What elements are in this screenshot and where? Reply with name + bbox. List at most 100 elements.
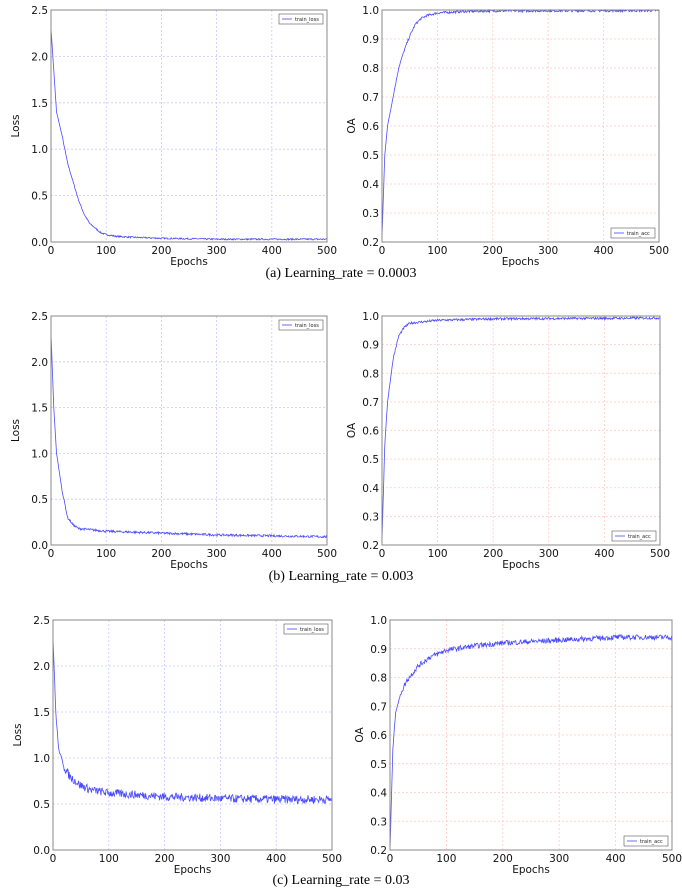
- subplot-c-acc: 0 100 200 300 400 500 0.2 0.3 0.4 0.5 0.6 0.7 0.8 0.9…: [354, 615, 682, 876]
- axes-frame: [52, 619, 333, 851]
- x-axis-label: Epochs: [502, 256, 540, 268]
- x-tick-label: 200: [493, 853, 513, 865]
- y-tick-label: 0.9: [362, 340, 379, 352]
- x-tick-label: 500: [317, 548, 337, 560]
- x-tick-label: 300: [207, 245, 227, 257]
- legend-label: train_acc: [627, 231, 650, 237]
- axes-frame: [381, 315, 661, 546]
- x-tick-label: 200: [155, 853, 175, 865]
- x-tick-label: 100: [428, 548, 448, 560]
- y-tick-label: 2.0: [31, 357, 48, 369]
- x-tick-label: 500: [649, 245, 669, 257]
- x-tick-label: 0: [387, 853, 394, 865]
- legend-label: train_loss: [295, 323, 319, 329]
- x-axis-label: Epochs: [170, 559, 208, 571]
- y-tick-label: 0.9: [362, 34, 379, 46]
- plot-area: [382, 10, 659, 242]
- y-tick-label: 1.0: [362, 5, 379, 17]
- y-tick-label: 0.2: [362, 540, 379, 552]
- y-tick-label: 2.5: [31, 311, 48, 323]
- y-tick-label: 1.0: [33, 753, 50, 765]
- x-tick-label: 400: [266, 853, 286, 865]
- caption-a: (a) Learning_rate = 0.0003: [265, 266, 417, 281]
- x-tick-label: 500: [317, 245, 337, 257]
- y-axis-label: OA: [346, 118, 358, 134]
- legend: train_loss: [283, 623, 329, 635]
- series-line-train_loss: [52, 638, 333, 805]
- y-tick-label: 1.5: [31, 403, 48, 415]
- legend-box: [278, 13, 324, 25]
- caption-b: (b) Learning_rate = 0.003: [268, 569, 414, 584]
- y-axis-label: OA: [346, 422, 358, 438]
- x-tick-label: 400: [594, 245, 614, 257]
- subplot-a-loss: 0 100 200 300 400 500 0.0 0.5 1.0 1.5 2.0 2.5 Epochs…: [10, 5, 337, 268]
- legend: train_loss: [278, 319, 324, 331]
- y-tick-label: 0.5: [31, 494, 48, 506]
- plot-area: [51, 10, 327, 242]
- y-tick-label: 1.0: [362, 311, 379, 323]
- x-tick-label: 0: [48, 548, 55, 560]
- series-line-train_loss: [50, 28, 328, 241]
- x-axis-label: Epochs: [174, 864, 212, 876]
- x-tick-label: 400: [262, 548, 282, 560]
- x-tick-label: 100: [436, 853, 456, 865]
- caption-c: (c) Learning_rate = 0.03: [272, 873, 410, 888]
- y-tick-label: 0.5: [31, 191, 48, 203]
- x-tick-label: 100: [99, 853, 119, 865]
- y-tick-label: 0.8: [370, 673, 387, 685]
- y-tick-label: 2.5: [33, 615, 50, 627]
- x-tick-label: 200: [151, 245, 171, 257]
- x-tick-label: 300: [538, 245, 558, 257]
- x-tick-label: 300: [549, 853, 569, 865]
- y-axis-label: Loss: [12, 723, 24, 746]
- y-tick-label: 1.0: [31, 144, 48, 156]
- y-axis-label: Loss: [10, 114, 22, 137]
- plot-area: [53, 620, 332, 850]
- x-tick-label: 0: [379, 548, 386, 560]
- legend-box: [611, 530, 657, 542]
- series-line-train_loss: [50, 334, 328, 539]
- legend-box: [283, 623, 329, 635]
- y-tick-label: 0.0: [33, 845, 50, 857]
- series-line-train_acc: [381, 315, 661, 540]
- x-tick-label: 200: [483, 245, 503, 257]
- y-tick-label: 0.4: [370, 788, 387, 800]
- legend-label: train_acc: [640, 839, 663, 845]
- y-axis-label: OA: [354, 727, 366, 743]
- legend-label: train_acc: [628, 534, 651, 540]
- y-tick-label: 0.8: [362, 63, 379, 75]
- y-tick-label: 0.2: [362, 237, 379, 249]
- y-tick-label: 0.6: [370, 730, 387, 742]
- x-tick-label: 200: [483, 548, 503, 560]
- y-tick-label: 0.3: [370, 816, 387, 828]
- x-tick-label: 400: [262, 245, 282, 257]
- y-tick-label: 1.0: [31, 448, 48, 460]
- y-tick-label: 0.0: [31, 237, 48, 249]
- legend-label: train_loss: [295, 17, 319, 23]
- series-line-train_acc: [389, 634, 673, 851]
- x-axis-label: Epochs: [502, 559, 540, 571]
- x-tick-label: 0: [379, 245, 386, 257]
- x-tick-label: 400: [606, 853, 626, 865]
- y-tick-label: 0.0: [31, 540, 48, 552]
- x-tick-label: 500: [650, 548, 670, 560]
- legend: train_loss: [278, 13, 324, 25]
- y-tick-label: 0.5: [362, 454, 379, 466]
- y-tick-label: 0.9: [370, 644, 387, 656]
- y-tick-label: 0.6: [362, 426, 379, 438]
- y-tick-label: 0.2: [370, 845, 387, 857]
- y-tick-label: 2.0: [33, 661, 50, 673]
- x-tick-label: 300: [539, 548, 559, 560]
- x-tick-label: 400: [594, 548, 614, 560]
- y-tick-label: 0.3: [362, 208, 379, 220]
- x-tick-label: 200: [151, 548, 171, 560]
- x-tick-label: 0: [50, 853, 57, 865]
- legend-box: [278, 319, 324, 331]
- y-tick-label: 2.5: [31, 5, 48, 17]
- legend-label: train_loss: [300, 627, 324, 633]
- x-tick-label: 0: [48, 245, 55, 257]
- y-tick-label: 0.4: [362, 483, 379, 495]
- legend: train_acc: [610, 227, 656, 239]
- y-tick-label: 0.7: [362, 397, 379, 409]
